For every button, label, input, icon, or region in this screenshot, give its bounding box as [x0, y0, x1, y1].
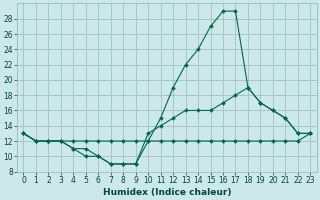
X-axis label: Humidex (Indice chaleur): Humidex (Indice chaleur) [103, 188, 231, 197]
